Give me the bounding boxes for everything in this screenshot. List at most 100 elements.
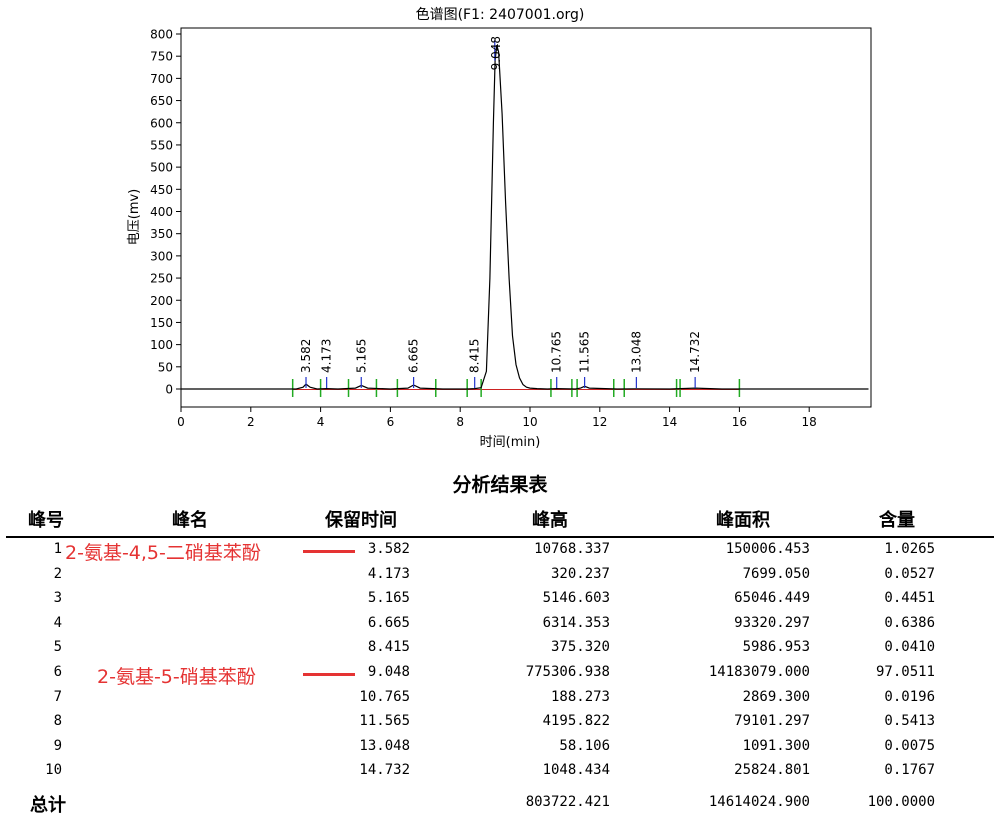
row-8-peak-area: 79101.297	[734, 713, 810, 730]
row-2-content: 0.0527	[884, 565, 935, 582]
row-5-peak-number: 5	[53, 639, 62, 656]
row-4-content: 0.6386	[884, 614, 935, 631]
row-6-peak-number: 6	[53, 664, 62, 680]
y-tick-label: 400	[150, 205, 173, 219]
row-5-peak-area: 5986.953	[742, 639, 810, 656]
peak-label: 13.048	[629, 331, 643, 373]
x-tick-label: 2	[247, 415, 255, 429]
row-10-peak-area: 25824.801	[734, 762, 810, 779]
header-peak-no: 峰号	[28, 510, 64, 531]
row-9-peak-number: 9	[53, 737, 62, 754]
x-tick-label: 4	[317, 415, 325, 429]
y-tick-label: 300	[150, 249, 173, 263]
y-tick-label: 100	[150, 338, 173, 352]
y-tick-label: 600	[150, 116, 173, 130]
row-3-content: 0.4451	[884, 590, 935, 607]
row-8-peak-number: 8	[53, 713, 62, 730]
header-peak-area: 峰面积	[716, 510, 770, 531]
header-retention-time: 保留时间	[325, 510, 397, 531]
peak-label: 8.415	[468, 339, 482, 373]
row-7-peak-number: 7	[53, 688, 62, 705]
row-6-content: 97.0511	[875, 664, 935, 680]
y-tick-label: 550	[150, 138, 173, 152]
peak-label: 6.665	[407, 339, 421, 373]
y-tick-label: 450	[150, 183, 173, 197]
row-5-peak-height: 375.320	[550, 639, 610, 656]
row-1-peak-number: 1	[53, 541, 62, 557]
y-tick-label: 800	[150, 28, 173, 42]
x-tick-label: 16	[732, 415, 747, 429]
x-tick-label: 14	[662, 415, 677, 429]
row-2-peak-area: 7699.050	[742, 565, 810, 582]
row-4-peak-number: 4	[53, 614, 62, 631]
total-content: 100.0000	[867, 794, 935, 810]
row-5-retention-time: 8.415	[367, 639, 410, 656]
row-3-peak-height: 5146.603	[542, 590, 610, 607]
header-rule	[6, 536, 994, 538]
peak-label: 10.765	[550, 331, 564, 373]
row-10-peak-number: 10	[45, 762, 62, 779]
annotation-line-6	[303, 673, 355, 676]
y-tick-label: 150	[150, 316, 173, 330]
y-tick-label: 700	[150, 72, 173, 86]
peak-label: 14.732	[688, 331, 702, 373]
row-4-retention-time: 6.665	[367, 614, 410, 631]
row-10-content: 0.1767	[884, 762, 935, 779]
annotation-line-1	[303, 550, 355, 553]
row-2-retention-time: 4.173	[367, 565, 410, 582]
row-6-peak-height: 775306.938	[525, 664, 610, 680]
row-10-peak-height: 1048.434	[542, 762, 610, 779]
y-tick-label: 250	[150, 272, 173, 286]
row-3-peak-number: 3	[53, 590, 62, 607]
row-5-content: 0.0410	[884, 639, 935, 656]
peak-label: 3.582	[299, 339, 313, 373]
x-tick-label: 8	[456, 415, 464, 429]
row-8-peak-height: 4195.822	[542, 713, 610, 730]
annotation-peak-1: 2-氨基-4,5-二硝基苯酚	[65, 542, 261, 564]
peak-label: 5.165	[354, 339, 368, 373]
row-7-peak-area: 2869.300	[742, 688, 810, 705]
row-1-content: 1.0265	[884, 541, 935, 557]
x-tick-label: 10	[522, 415, 537, 429]
header-peak-name: 峰名	[172, 510, 208, 531]
chromatogram-trace	[181, 44, 869, 390]
y-axis-label: 电压(mv)	[127, 189, 142, 246]
total-label: 总计	[30, 795, 66, 816]
row-2-peak-height: 320.237	[550, 565, 610, 582]
row-9-peak-height: 58.106	[559, 737, 610, 754]
y-tick-label: 750	[150, 50, 173, 64]
row-4-peak-area: 93320.297	[734, 614, 810, 631]
row-9-retention-time: 13.048	[359, 737, 410, 754]
x-tick-label: 0	[177, 415, 185, 429]
peak-label: 9.048	[489, 36, 503, 70]
peak-label: 4.173	[320, 339, 334, 373]
peak-label: 11.565	[578, 331, 592, 373]
chart-title: 色谱图(F1: 2407001.org)	[416, 6, 585, 23]
row-3-retention-time: 5.165	[367, 590, 410, 607]
y-tick-label: 50	[158, 360, 173, 374]
row-10-retention-time: 14.732	[359, 762, 410, 779]
annotation-peak-6: 2-氨基-5-硝基苯酚	[97, 666, 256, 688]
x-tick-label: 6	[387, 415, 395, 429]
y-tick-label: 0	[165, 383, 173, 397]
x-tick-label: 18	[802, 415, 817, 429]
row-8-content: 0.5413	[884, 713, 935, 730]
row-4-peak-height: 6314.353	[542, 614, 610, 631]
row-9-peak-area: 1091.300	[742, 737, 810, 754]
y-tick-label: 200	[150, 294, 173, 308]
y-tick-label: 350	[150, 227, 173, 241]
x-axis-label: 时间(min)	[480, 435, 541, 450]
plot-frame	[180, 27, 872, 408]
row-1-retention-time: 3.582	[367, 541, 410, 557]
header-peak-height: 峰高	[532, 510, 568, 531]
row-7-retention-time: 10.765	[359, 688, 410, 705]
row-6-retention-time: 9.048	[367, 664, 410, 680]
header-content: 含量	[879, 510, 915, 531]
row-8-retention-time: 11.565	[359, 713, 410, 730]
row-1-peak-area: 150006.453	[725, 541, 810, 557]
row-2-peak-number: 2	[53, 565, 62, 582]
row-3-peak-area: 65046.449	[734, 590, 810, 607]
y-tick-label: 500	[150, 161, 173, 175]
total-peak-height: 803722.421	[525, 794, 610, 810]
row-9-content: 0.0075	[884, 737, 935, 754]
